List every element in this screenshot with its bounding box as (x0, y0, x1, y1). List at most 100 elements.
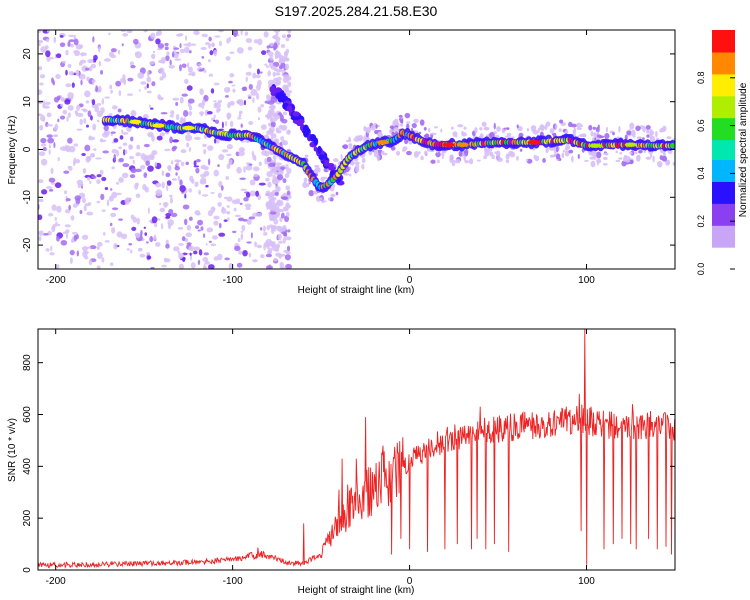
spectrogram-noise-blob (65, 83, 72, 88)
snr-y-tick-label: 200 (22, 509, 33, 526)
spectrogram-noise-blob (146, 90, 152, 94)
spectrogram-noise-blob (241, 224, 246, 232)
spectrogram-noise-blob (185, 232, 193, 238)
spectrogram-noise-blob (227, 87, 230, 92)
spectrogram-noise-blob (393, 127, 399, 132)
colorbar-cell (712, 67, 735, 71)
colorbar-cell (712, 187, 735, 190)
spectrogram-noise-blob (272, 155, 277, 160)
spectrogram-branch-blob (323, 159, 330, 167)
spectrogram-noise-blob (279, 266, 287, 269)
colorbar-cell (712, 155, 735, 159)
spectrogram-noise-blob (179, 96, 184, 104)
spectrogram-noise-blob (361, 157, 366, 164)
spectrogram-noise-blob (410, 127, 414, 132)
colorbar-cell (712, 195, 735, 198)
spectrogram-noise-blob (282, 84, 289, 91)
spectrogram-noise-blob (221, 207, 227, 214)
spectrogram-noise-blob (129, 156, 135, 160)
spectrogram-noise-blob (80, 52, 84, 57)
spectrogram-noise-blob (140, 229, 143, 236)
spectrogram-noise-blob (55, 73, 61, 80)
colorbar-cell (712, 139, 735, 143)
spectrogram-noise-blob (226, 37, 230, 44)
spectrogram-noise-blob (149, 236, 154, 243)
spectrogram-noise-blob (202, 143, 207, 148)
spectrogram-noise-blob (262, 225, 266, 233)
spectrogram-noise-blob (242, 218, 248, 222)
spectrogram-noise-blob (239, 111, 242, 116)
colorbar-cell (712, 225, 735, 228)
spectrogram-x-label: Height of straight line (km) (298, 285, 415, 296)
spectrogram-noise-blob (180, 161, 185, 167)
colorbar-cell (712, 255, 735, 258)
spectrogram-noise-blob (636, 136, 642, 140)
spectrogram-noise-blob (526, 128, 530, 132)
spectrogram-noise-blob (208, 73, 214, 77)
spectrogram-noise-blob (237, 217, 245, 221)
spectrogram-noise-blob (92, 123, 97, 131)
spectrogram-noise-blob (157, 43, 165, 49)
spectrogram-noise-blob (46, 134, 53, 138)
spectrogram-noise-blob (253, 173, 259, 178)
spectrogram-noise-blob (249, 179, 256, 186)
colorbar-cell (712, 103, 735, 107)
spectrogram-noise-blob (570, 123, 577, 128)
spectrogram-noise-blob (59, 42, 66, 48)
spectrogram-noise-blob (111, 227, 116, 234)
spectrogram-noise-blob (571, 155, 574, 163)
spectrogram-noise-blob (545, 121, 551, 127)
colorbar-cell (712, 217, 735, 220)
spectrogram-noise-blob (57, 156, 60, 162)
spectrogram-noise-blob (161, 181, 165, 189)
spectrogram-noise-blob (595, 134, 602, 138)
spectrogram-noise-blob (122, 74, 126, 80)
spectrogram-noise-blob (85, 124, 89, 128)
spectrogram-noise-blob (590, 160, 596, 168)
spectrogram-noise-blob (165, 258, 171, 263)
spectrogram-noise-blob (55, 53, 62, 59)
spectrogram-noise-blob (208, 240, 212, 243)
spectrogram-noise-blob (441, 156, 444, 160)
spectrogram-noise-blob (274, 192, 279, 196)
spectrogram-noise-blob (175, 33, 183, 37)
spectrogram-noise-blob (186, 224, 192, 231)
spectrogram-noise-blob (40, 158, 48, 166)
colorbar-cell (712, 119, 735, 123)
spectrogram-noise-blob (203, 233, 206, 238)
spectrogram-noise-blob (160, 57, 166, 64)
spectrogram-noise-blob (90, 115, 93, 121)
spectrogram-noise-blob (193, 250, 198, 255)
spectrogram-noise-blob (519, 148, 523, 152)
colorbar-cell (712, 253, 735, 256)
spectrogram-noise-blob (278, 65, 284, 70)
spectrogram-noise-blob (287, 229, 291, 233)
spectrogram-noise-blob (449, 154, 454, 159)
spectrogram-noise-blob (280, 212, 285, 219)
spectrogram-noise-blob (243, 197, 249, 202)
spectrogram-noise-blob (411, 122, 417, 129)
spectrogram-noise-blob (464, 160, 469, 164)
spectrogram-noise-blob (214, 35, 221, 38)
spectrogram-noise-blob (179, 179, 183, 186)
spectrogram-noise-blob (167, 166, 172, 172)
spectrogram-noise-blob (46, 112, 52, 118)
spectrogram-noise-blob (282, 206, 289, 212)
spectrogram-noise-blob (156, 135, 163, 141)
spectrogram-noise-blob (146, 252, 151, 255)
colorbar-cell (712, 243, 735, 246)
spectrogram-noise-blob (542, 158, 546, 163)
spectrogram-noise-blob (213, 215, 220, 220)
spectrogram-noise-blob (64, 209, 71, 214)
spectrogram-noise-blob (661, 155, 668, 162)
spectrogram-noise-blob (236, 98, 244, 105)
spectrogram-noise-blob (131, 226, 137, 232)
spectrogram-noise-blob (151, 149, 158, 156)
colorbar-ticks: 0.0 0.2 0.4 0.6 0.8 (696, 72, 735, 275)
spectrogram-noise-blob (238, 250, 242, 255)
spectrogram-noise-blob (68, 204, 71, 211)
spectrogram-noise-blob (274, 246, 280, 252)
spectrogram-noise-blob (285, 263, 292, 269)
spectrogram-noise-blob (213, 114, 216, 119)
spectrogram-noise-blob (130, 65, 136, 69)
